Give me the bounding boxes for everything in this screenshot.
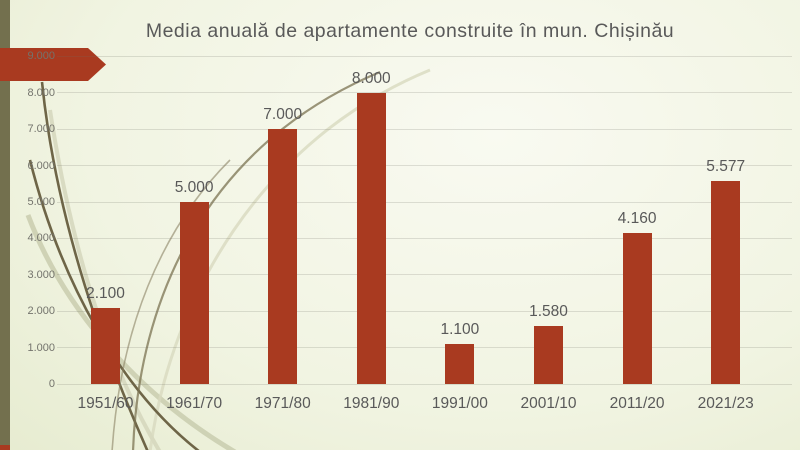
bar-value-label: 4.160 (617, 209, 657, 227)
x-axis-category-label: 1951/60 (77, 395, 134, 412)
bar-2001/10 (534, 326, 563, 384)
left-edge-band-accent (0, 445, 10, 450)
left-edge-band (0, 0, 10, 445)
y-axis-tick-label: 9.000 (27, 50, 55, 63)
x-axis-category-label: 2021/23 (697, 395, 754, 412)
y-axis-tick-label: 7.000 (27, 123, 55, 136)
y-axis-tick-label: 5.000 (27, 196, 55, 208)
y-axis-tick-label: 6.000 (27, 159, 55, 172)
bar-value-label: 1.100 (440, 320, 480, 338)
gridline-5.000 (57, 201, 792, 203)
bar-2021/23 (711, 180, 741, 384)
y-axis-tick-label: 2.000 (27, 305, 55, 318)
x-axis-category-label: 1961/70 (166, 395, 223, 412)
bar-1971/80 (268, 129, 298, 384)
bar-2011/20 (622, 232, 652, 384)
x-axis-category-label: 1981/90 (343, 395, 400, 412)
bar-value-label: 5.000 (174, 179, 214, 196)
bar-value-label: 7.000 (263, 106, 303, 124)
y-axis-tick-label: 1.000 (27, 341, 55, 354)
gridline-8.000 (57, 92, 792, 94)
bar-value-label: 2.100 (86, 284, 125, 302)
x-axis-category-label: 2001/10 (520, 395, 577, 412)
bar-1981/90 (356, 92, 386, 384)
y-axis-tick-label: 8.000 (27, 86, 55, 99)
bar-value-label: 5.577 (706, 157, 746, 175)
y-axis-tick-label: 0 (48, 378, 55, 390)
bar-value-label: 1.580 (529, 303, 568, 321)
gridline-0 (57, 383, 792, 385)
gridline-2.000 (57, 310, 792, 312)
gridline-9.000 (57, 55, 792, 57)
gridline-6.000 (57, 165, 792, 167)
gridline-7.000 (57, 128, 792, 130)
gridline-3.000 (57, 274, 792, 276)
gridline-4.000 (57, 237, 792, 239)
y-axis-tick-label: 4.000 (27, 232, 55, 245)
bar-1951/60 (91, 307, 120, 384)
chart-title: Media anuală de apartamente construite î… (145, 20, 675, 42)
y-axis-tick-label: 3.000 (27, 268, 55, 281)
x-axis-category-label: 1971/80 (254, 395, 311, 412)
accent-arrow-shape (0, 48, 106, 81)
gridline-1.000 (57, 347, 792, 349)
bar-1991/00 (445, 343, 475, 384)
bar-value-label: 8.000 (351, 69, 391, 87)
x-axis-category-label: 1991/00 (431, 395, 488, 412)
x-axis-category-label: 2011/20 (609, 395, 665, 412)
bar-1961/70 (179, 202, 209, 384)
